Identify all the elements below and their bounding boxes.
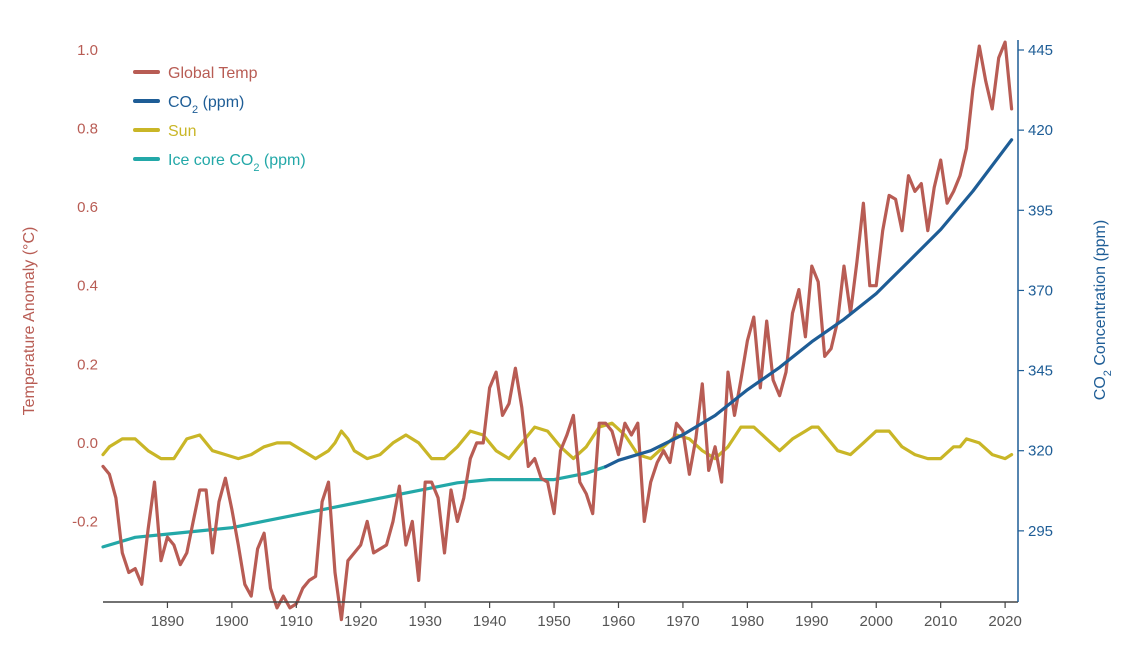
left-tick-label: 0.2 [77,356,98,373]
legend-label-global-temp: Global Temp [168,65,258,82]
x-tick-label: 1920 [344,613,377,630]
series-line-sun [101,421,1014,461]
left-axis-title: Temperature Anomaly (°C) [21,227,38,416]
legend-item-global-temp: Global Temp [133,65,258,82]
left-tick-label: 0.8 [77,121,98,138]
right-tick-label: 395 [1028,202,1053,219]
x-tick-label: 1900 [215,613,248,630]
legend-item-ice-core-co2: Ice core CO2 (ppm) [133,152,306,174]
legend-item-sun: Sun [133,123,196,140]
legend-label-ice-core-co2: Ice core CO2 (ppm) [168,152,306,174]
series-line-co2-ppm [604,138,1014,469]
x-tick-label: 2020 [988,613,1021,630]
right-axis-ticks: 445 420 395 370 345 320 295 [1018,42,1053,540]
right-tick-label: 420 [1028,122,1053,139]
left-tick-label: 0.0 [77,435,98,452]
series-line-ice-core-co2-ppm [101,465,608,549]
right-axis-title: CO2 Concentration (ppm) [1092,220,1114,400]
legend-label-co2: CO2 (ppm) [168,94,244,116]
right-tick-label: 445 [1028,42,1053,59]
right-tick-label: 295 [1028,523,1053,540]
series-line-global-temp [101,40,1014,622]
left-tick-label: 0.4 [77,278,98,295]
x-tick-label: 1910 [280,613,313,630]
legend-label-sun: Sun [168,123,196,140]
x-tick-label: 1990 [795,613,828,630]
x-tick-label: 1930 [408,613,441,630]
x-tick-label: 1890 [151,613,184,630]
legend-item-co2: CO2 (ppm) [133,94,244,116]
left-tick-label: -0.2 [72,513,98,530]
x-tick-label: 1970 [666,613,699,630]
plot-lines [101,40,1014,622]
x-tick-label: 2000 [860,613,893,630]
x-tick-label: 1980 [731,613,764,630]
x-tick-label: 1940 [473,613,506,630]
left-tick-label: 0.6 [77,199,98,216]
x-axis-ticks: 1890 1900 1910 1920 1930 1940 1950 1960 1970 1980… [151,602,1022,630]
x-tick-label: 1950 [537,613,570,630]
left-tick-label: 1.0 [77,42,98,59]
right-tick-label: 345 [1028,363,1053,380]
x-tick-label: 2010 [924,613,957,630]
right-tick-label: 370 [1028,282,1053,299]
left-axis-ticks: 1.0 0.8 0.6 0.4 0.2 0.0 -0.2 [72,42,98,530]
legend: Global Temp CO2 (ppm) Sun Ice core CO2 (… [133,65,306,174]
right-tick-label: 320 [1028,443,1053,460]
x-tick-label: 1960 [602,613,635,630]
